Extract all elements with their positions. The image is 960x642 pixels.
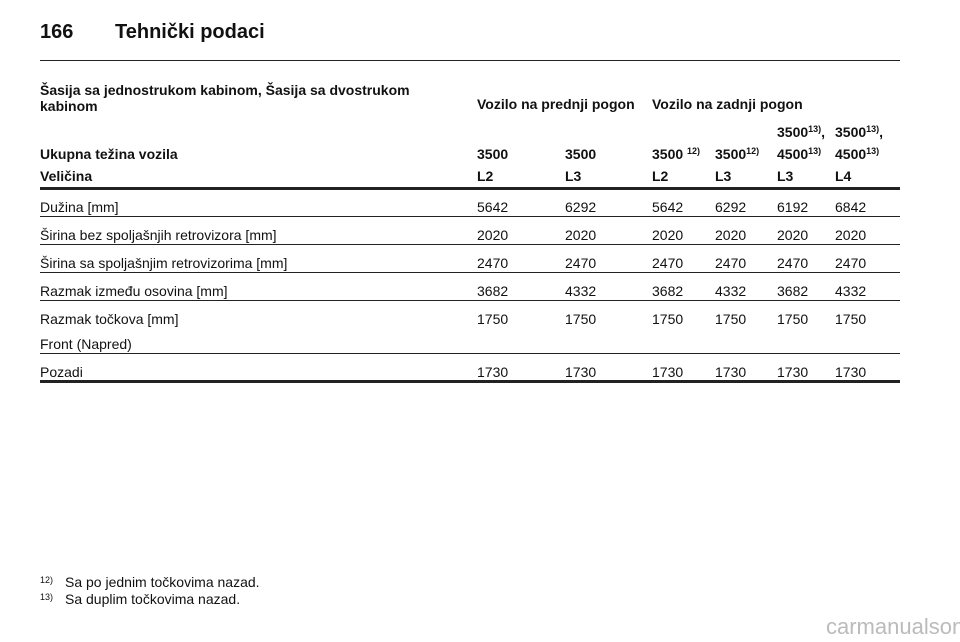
size-cell: L4 bbox=[835, 168, 852, 184]
footnote-text: Sa duplim točkovima nazad. bbox=[65, 591, 241, 607]
footnote-text: Sa po jednim točkovima nazad. bbox=[65, 574, 260, 590]
cell-value: 1730 bbox=[777, 364, 809, 380]
cell-value: 6292 bbox=[565, 199, 597, 215]
size-cell: L3 bbox=[715, 168, 732, 184]
weight-value: 3500 bbox=[715, 146, 747, 162]
row-label: Širina sa spoljašnjim retrovizorima [mm] bbox=[40, 255, 288, 271]
weight-value: 3500 bbox=[477, 146, 509, 162]
cell-value: 3682 bbox=[777, 283, 809, 299]
cell-value: 5642 bbox=[652, 199, 684, 215]
row-rule bbox=[40, 244, 900, 245]
cell-value: 1750 bbox=[565, 311, 597, 327]
footnote-ref: 13) bbox=[866, 146, 880, 156]
cell-value: 2470 bbox=[477, 255, 509, 271]
cell-value: 4332 bbox=[565, 283, 597, 299]
footnote-ref: 12) bbox=[687, 146, 701, 156]
cell-value: 6292 bbox=[715, 199, 747, 215]
weight-value: 4500 bbox=[835, 146, 867, 162]
weight-cell: 350013), bbox=[835, 124, 883, 140]
cell-value: 2020 bbox=[835, 227, 867, 243]
page-number: 166 bbox=[40, 21, 74, 43]
cell-value: 1750 bbox=[835, 311, 867, 327]
page-title: Tehnički podaci bbox=[115, 21, 265, 43]
weight-value: 4500 bbox=[777, 146, 809, 162]
cell-value: 2020 bbox=[477, 227, 509, 243]
row-rule bbox=[40, 272, 900, 273]
cell-value: 1750 bbox=[652, 311, 684, 327]
cell-value: 1750 bbox=[777, 311, 809, 327]
row-rule bbox=[40, 300, 900, 301]
cell-value: 2020 bbox=[777, 227, 809, 243]
cell-value: 4332 bbox=[715, 283, 747, 299]
group-heading: Vozilo na prednji pogon bbox=[477, 96, 635, 112]
weight-cell: 350012) bbox=[715, 146, 759, 162]
size-cell: L3 bbox=[565, 168, 582, 184]
footnote-mark: 13) bbox=[40, 592, 54, 602]
cell-value: 5642 bbox=[477, 199, 509, 215]
row-label: Razmak točkova [mm] bbox=[40, 311, 179, 327]
footnote-ref: 12) bbox=[746, 146, 760, 156]
row-label: Front (Napred) bbox=[40, 336, 132, 352]
table-rule bbox=[40, 187, 900, 190]
weight-label: Ukupna težina vozila bbox=[40, 146, 178, 162]
row-label: Dužina [mm] bbox=[40, 199, 119, 215]
size-cell: L2 bbox=[477, 168, 494, 184]
cell-value: 2470 bbox=[777, 255, 809, 271]
row-label: Širina bez spoljašnjih retrovizora [mm] bbox=[40, 227, 277, 243]
row-rule bbox=[40, 216, 900, 217]
row-label: Pozadi bbox=[40, 364, 83, 380]
cell-value: 1730 bbox=[565, 364, 597, 380]
cell-value: 1750 bbox=[477, 311, 509, 327]
cell-value: 6192 bbox=[777, 199, 809, 215]
weight-value: 3500 bbox=[835, 124, 867, 140]
cell-value: 1750 bbox=[715, 311, 747, 327]
weight-cell: 450013) bbox=[835, 146, 879, 162]
cell-value: 2020 bbox=[565, 227, 597, 243]
group-label: Šasija sa jednostrukom kabinom, Šasija s… bbox=[40, 82, 410, 114]
cell-value: 2470 bbox=[565, 255, 597, 271]
weight-cell: 3500 bbox=[565, 146, 596, 162]
cell-value: 1730 bbox=[477, 364, 509, 380]
row-rule bbox=[40, 353, 900, 354]
footnote-ref: 13) bbox=[808, 146, 822, 156]
cell-value: 2470 bbox=[652, 255, 684, 271]
weight-value: 3500 bbox=[565, 146, 597, 162]
cell-value: 1730 bbox=[715, 364, 747, 380]
cell-value: 2470 bbox=[835, 255, 867, 271]
size-cell: L2 bbox=[652, 168, 669, 184]
cell-value: 2020 bbox=[715, 227, 747, 243]
group-heading: Vozilo na zadnji pogon bbox=[652, 96, 803, 112]
cell-value: 2020 bbox=[652, 227, 684, 243]
cell-value: 6842 bbox=[835, 199, 867, 215]
cell-value: 1730 bbox=[652, 364, 684, 380]
cell-value: 3682 bbox=[477, 283, 509, 299]
weight-cell: 450013) bbox=[777, 146, 821, 162]
footnote-ref: 13) bbox=[866, 124, 880, 134]
size-label: Veličina bbox=[40, 168, 93, 184]
size-cell: L3 bbox=[777, 168, 794, 184]
cell-value: 1730 bbox=[835, 364, 867, 380]
weight-cell: 350013), bbox=[777, 124, 825, 140]
footnote-ref: 13) bbox=[808, 124, 822, 134]
watermark: carmanualsonline.info bbox=[826, 614, 960, 639]
header-rule bbox=[40, 60, 900, 61]
weight-cell: 3500 12) bbox=[652, 146, 700, 162]
cell-value: 4332 bbox=[835, 283, 867, 299]
weight-cell: 3500 bbox=[477, 146, 508, 162]
cell-value: 3682 bbox=[652, 283, 684, 299]
weight-value: 3500 bbox=[652, 146, 688, 162]
weight-separator: , bbox=[879, 124, 884, 140]
row-label: Razmak između osovina [mm] bbox=[40, 283, 228, 299]
cell-value: 2470 bbox=[715, 255, 747, 271]
footnote-mark: 12) bbox=[40, 575, 54, 585]
weight-separator: , bbox=[821, 124, 826, 140]
weight-value: 3500 bbox=[777, 124, 809, 140]
row-rule bbox=[40, 380, 900, 383]
